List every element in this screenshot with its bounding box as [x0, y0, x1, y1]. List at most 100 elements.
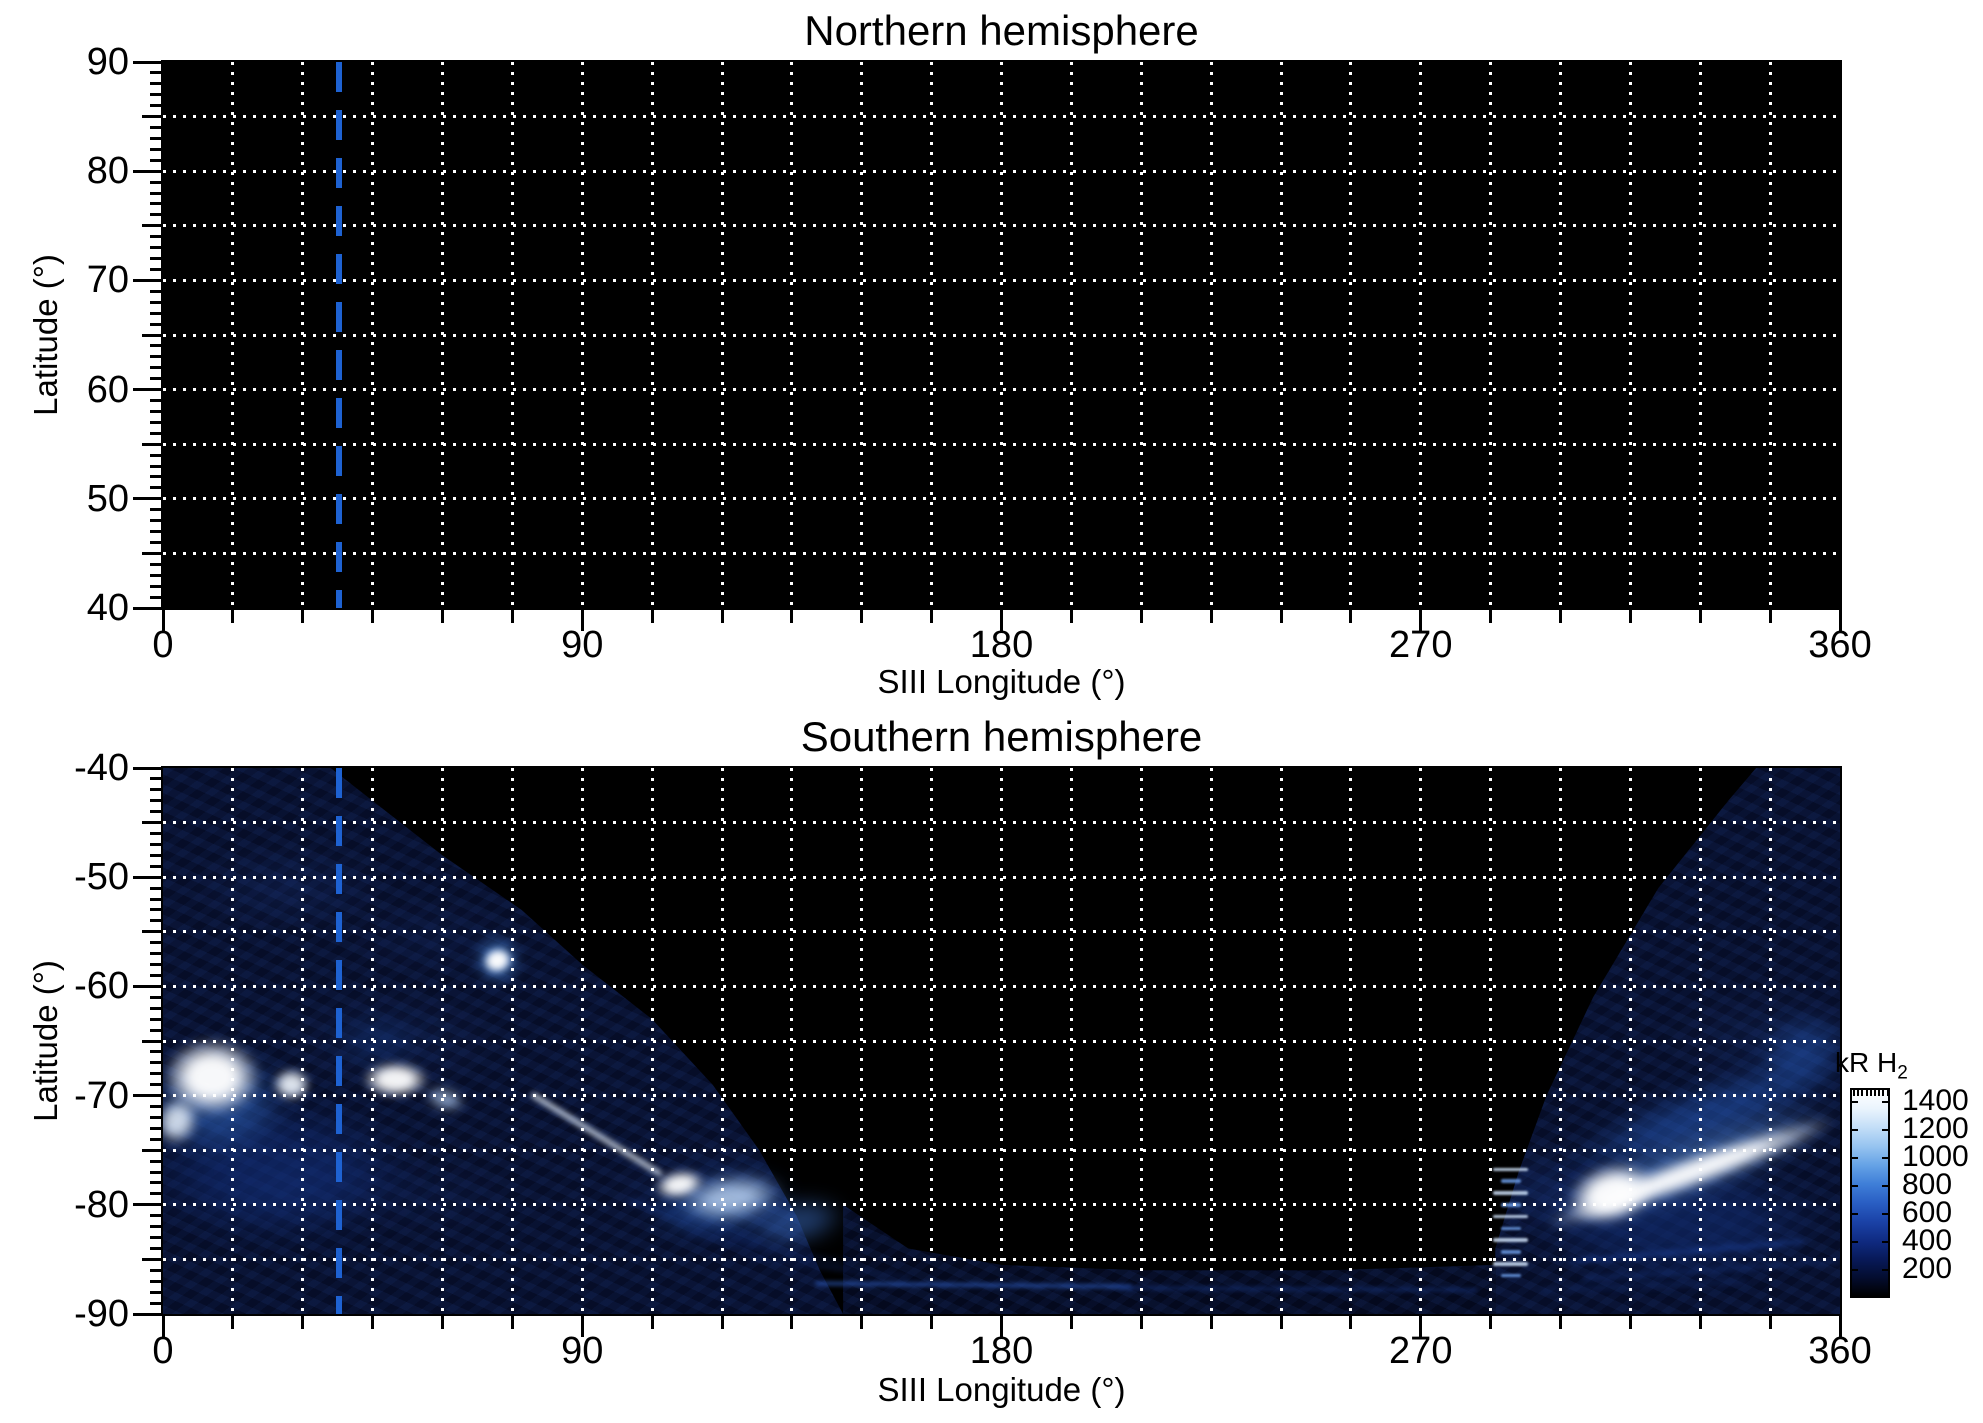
y-axis-tick [150, 431, 161, 435]
v-gridline [1698, 768, 1702, 1314]
y-axis-tick [150, 897, 161, 901]
y-tick-label: -80 [74, 1183, 129, 1226]
y-axis-tick [150, 1236, 161, 1240]
y-tick-label: 60 [86, 368, 129, 411]
colorbar-tick [1882, 1241, 1888, 1243]
x-axis-tick [371, 1316, 375, 1329]
y-tick-label: 50 [86, 477, 129, 520]
y-axis-tick [133, 766, 161, 770]
v-gridline [720, 768, 724, 1314]
y-axis-tick [150, 832, 161, 836]
x-tick-label: 0 [152, 624, 174, 666]
y-axis-tick [150, 464, 161, 468]
colorbar-minor-tick [1857, 1090, 1860, 1096]
v-gridline [1768, 768, 1772, 1314]
x-axis-tick [1419, 610, 1423, 631]
v-gridline [1139, 62, 1143, 608]
north-heatmap-plot [163, 62, 1840, 608]
x-tick-label: 270 [1389, 624, 1453, 666]
x-axis-tick [1489, 1316, 1493, 1329]
y-tick-label: 40 [86, 587, 129, 629]
x-axis-tick [371, 610, 375, 623]
x-axis-tick [790, 1316, 794, 1329]
y-axis-tick [150, 420, 161, 424]
y-axis-tick [150, 213, 161, 217]
x-axis-tick [720, 1316, 724, 1329]
y-tick-label: 90 [86, 41, 129, 83]
colorbar-tick [1852, 1101, 1858, 1103]
v-gridline [1489, 62, 1493, 608]
y-tick-label: 80 [86, 150, 129, 193]
x-axis-tick [650, 1316, 654, 1329]
colorbar-tick-label: 800 [1902, 1168, 1953, 1201]
x-axis-tick [1279, 610, 1283, 623]
x-axis-tick [1349, 1316, 1353, 1329]
y-axis-tick [150, 82, 161, 86]
x-axis-tick [1559, 1316, 1562, 1329]
colorbar-tick [1852, 1129, 1858, 1131]
v-gridline [1000, 62, 1003, 608]
x-axis-tick [1768, 1316, 1772, 1329]
x-axis-tick [650, 610, 654, 623]
y-axis-tick [133, 984, 161, 988]
y-axis-tick [142, 821, 161, 825]
x-axis-tick [580, 610, 584, 631]
colorbar-tick-label: 1400 [1902, 1084, 1969, 1117]
interlace-comb [1501, 1179, 1521, 1183]
x-axis-tick [1489, 610, 1493, 623]
v-gridline [580, 62, 584, 608]
y-axis-tick [150, 311, 161, 315]
y-axis-tick [150, 1301, 161, 1305]
y-tick-label: -70 [74, 1074, 129, 1117]
x-tick-label: 270 [1389, 1330, 1453, 1372]
x-axis-tick [1838, 610, 1842, 631]
x-axis-tick [441, 610, 444, 623]
v-gridline [371, 768, 375, 1314]
y-axis-tick [150, 136, 161, 140]
v-gridline [371, 62, 375, 608]
x-axis-tick [301, 610, 305, 623]
reference-longitude-line [336, 768, 343, 1314]
y-axis-tick [150, 158, 161, 162]
y-axis-tick [133, 169, 161, 173]
y-axis-tick [150, 93, 161, 97]
colorbar-minor-tick [1853, 1090, 1855, 1096]
colorbar-tick [1882, 1269, 1888, 1271]
subauroral-glow-west [163, 1101, 420, 1243]
y-axis-tick [142, 930, 161, 934]
y-axis-tick [150, 453, 161, 457]
y-axis-tick [142, 551, 161, 555]
v-gridline [510, 62, 514, 608]
v-gridline [580, 768, 584, 1314]
y-axis-tick [150, 952, 161, 956]
x-axis-tick [1069, 1316, 1073, 1329]
v-gridline [1559, 768, 1562, 1314]
y-axis-tick [150, 810, 161, 814]
v-gridline [860, 62, 864, 608]
interlace-comb [1501, 1273, 1521, 1278]
y-axis-tick [150, 1192, 161, 1196]
v-gridline [1349, 62, 1353, 608]
colorbar-tick [1882, 1213, 1888, 1215]
y-axis-tick [150, 246, 161, 250]
x-axis-tick [1628, 610, 1632, 623]
y-axis-tick [150, 1061, 161, 1065]
y-axis-tick [150, 777, 161, 781]
y-axis-tick [150, 322, 161, 326]
v-gridline [650, 768, 654, 1314]
interlace-comb [1492, 1191, 1528, 1195]
south-panel-title: Southern hemisphere [800, 713, 1203, 760]
colorbar-label: kR H2 [1835, 1047, 1908, 1084]
x-axis-tick [510, 610, 514, 623]
y-axis-tick [133, 606, 161, 610]
v-gridline [1489, 768, 1493, 1314]
v-gridline [790, 62, 794, 608]
colorbar-tick [1852, 1213, 1858, 1215]
y-axis-tick [133, 1203, 161, 1207]
y-axis-tick [150, 1268, 161, 1272]
y-axis-tick [142, 224, 161, 228]
y-axis-tick [142, 442, 161, 446]
v-gridline [720, 62, 724, 608]
x-axis-tick [441, 1316, 444, 1329]
